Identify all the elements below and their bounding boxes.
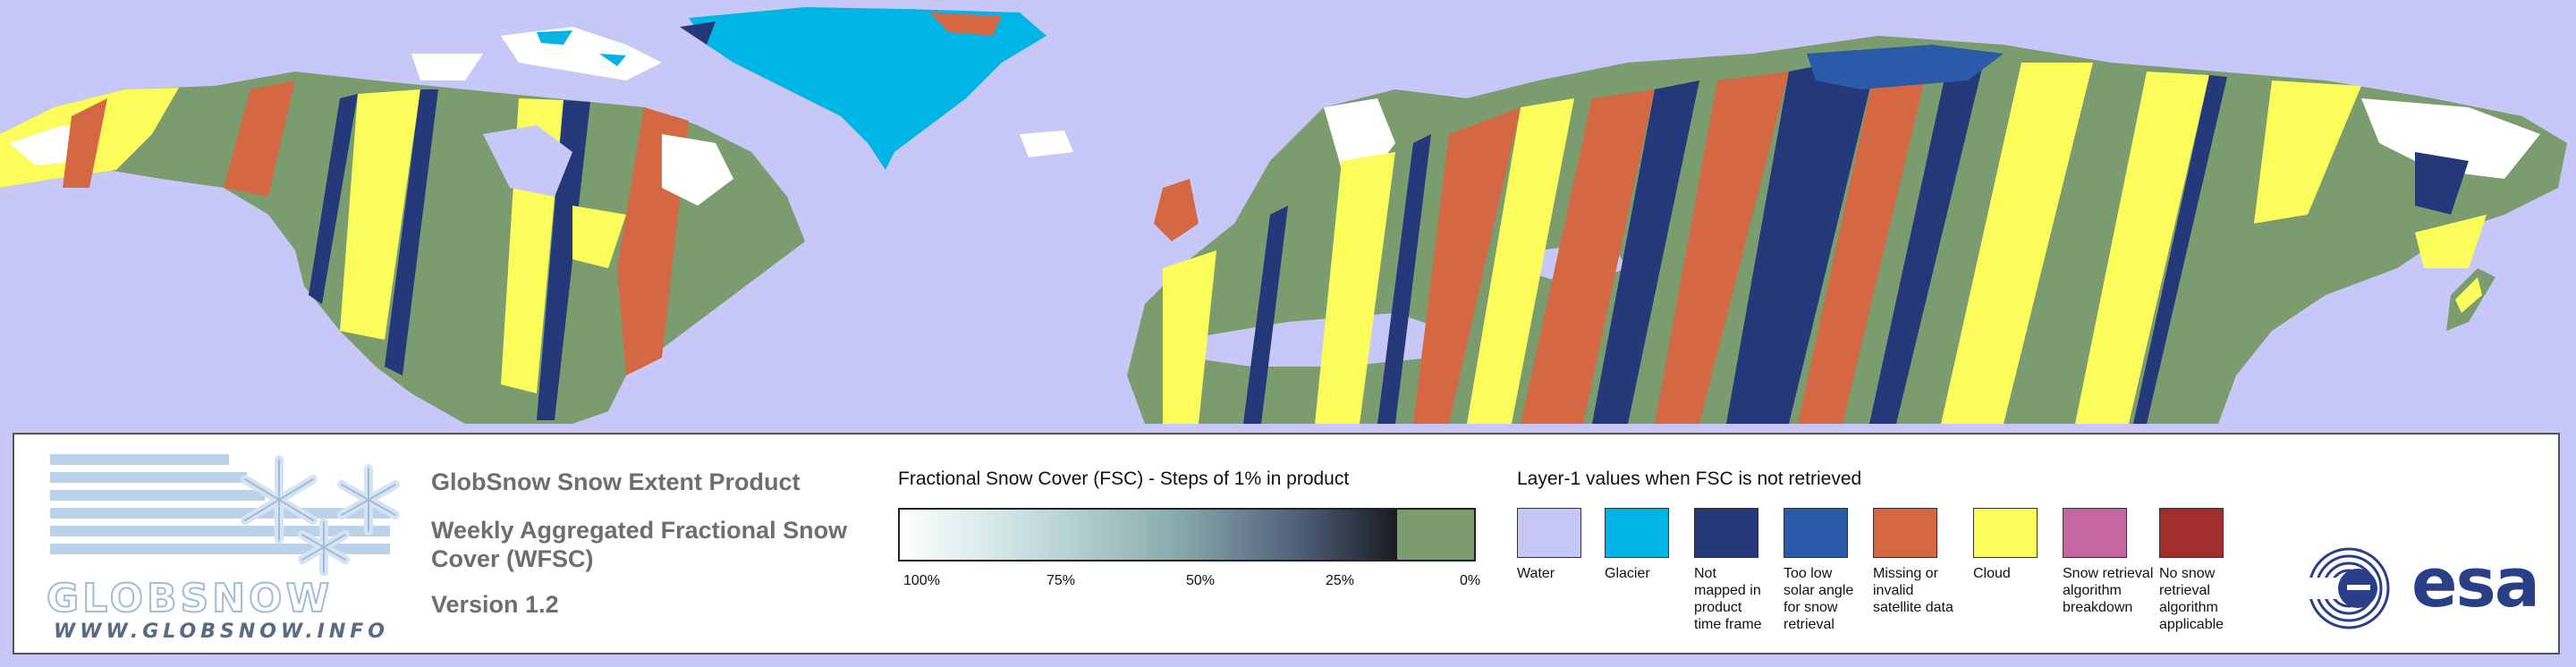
legend-item-no-retrieval: No snow retrieval algorithm applicable bbox=[2159, 508, 2258, 633]
greenland-notmapped-patch bbox=[680, 21, 716, 45]
legend-swatch bbox=[1517, 508, 1581, 558]
eu-swath-5 bbox=[1413, 107, 1521, 424]
greenland bbox=[689, 7, 1046, 170]
legend-swatch bbox=[1873, 508, 1937, 558]
uk bbox=[1154, 179, 1199, 241]
eu-swath-15 bbox=[2133, 75, 2227, 424]
iceland bbox=[1020, 131, 1073, 157]
na-swath-7 bbox=[537, 100, 590, 420]
legend-label: Water bbox=[1517, 566, 1555, 581]
logo-stripe bbox=[50, 454, 229, 465]
legend-item-glacier: Glacier bbox=[1605, 508, 1703, 582]
legend-swatch bbox=[2063, 508, 2127, 558]
fsc-legend-title: Fractional Snow Cover (FSC) - Steps of 1… bbox=[898, 469, 1350, 489]
esa-emblem-icon bbox=[2304, 547, 2390, 629]
snowflake-icon bbox=[241, 455, 400, 576]
siberia-snow bbox=[2361, 98, 2540, 179]
japan-cloud bbox=[2455, 277, 2482, 313]
legend-panel: GLOBSNOW WWW.GLOBSNOW.INFO GlobSnow Snow… bbox=[13, 433, 2560, 654]
na-swath-5 bbox=[385, 89, 438, 376]
fsc-tick-label: 75% bbox=[1046, 573, 1076, 588]
hudson-bay bbox=[483, 125, 572, 197]
legend-item-retrieval-breakdown: Snow retrieval algorithm breakdown bbox=[2063, 508, 2161, 616]
logo-stripe bbox=[50, 490, 265, 501]
logo-url: WWW.GLOBSNOW.INFO bbox=[54, 621, 390, 643]
logo-stripe bbox=[50, 472, 247, 483]
eu-swath-6 bbox=[1467, 98, 1574, 424]
product-version: Version 1.2 bbox=[431, 591, 559, 618]
eu-swath-13 bbox=[1941, 63, 2093, 424]
product-subtitle: Weekly Aggregated Fractional Snow Cover … bbox=[431, 517, 848, 572]
legend-label: Snow retrieval algorithm breakdown bbox=[2063, 566, 2154, 615]
eu-swath-9 bbox=[1655, 72, 1789, 424]
eu-notmapped-east bbox=[2415, 152, 2469, 215]
legend-label: No snow retrieval algorithm applicable bbox=[2159, 566, 2224, 632]
fsc-tick-label: 100% bbox=[903, 573, 940, 588]
mediterranean bbox=[1181, 313, 1449, 367]
legend-item-cloud: Cloud bbox=[1973, 508, 2072, 582]
legend-label: Glacier bbox=[1605, 566, 1650, 581]
logo-stripe bbox=[50, 544, 390, 554]
esa-logo: esa bbox=[2304, 545, 2546, 631]
na-cloud-great-lakes bbox=[572, 206, 626, 268]
eu-swath-4 bbox=[1377, 134, 1431, 424]
na-swath-3 bbox=[309, 94, 358, 304]
legend-label: Cloud bbox=[1973, 566, 2011, 581]
legend-swatch bbox=[1605, 508, 1669, 558]
eu-swath-11 bbox=[1798, 49, 1932, 424]
legend-label: Not mapped in product time frame bbox=[1694, 566, 1762, 632]
product-info: GlobSnow Snow Extent Product Weekly Aggr… bbox=[431, 469, 878, 619]
na-swath-1 bbox=[63, 98, 107, 188]
legend-swatch bbox=[1784, 508, 1848, 558]
esa-wordmark: esa bbox=[2411, 543, 2540, 622]
eu-cloud-east bbox=[2415, 215, 2487, 268]
globsnow-logo: GLOBSNOW WWW.GLOBSNOW.INFO bbox=[38, 442, 422, 647]
eu-swath-16 bbox=[2254, 80, 2361, 224]
eu-swath-8 bbox=[1592, 80, 1699, 424]
eu-swath-12 bbox=[1869, 54, 1986, 424]
fsc-tick-label: 0% bbox=[1460, 573, 1481, 588]
legend-label: Missing or invalid satellite data bbox=[1873, 566, 1953, 615]
legend-swatch bbox=[1973, 508, 2038, 558]
fsc-gradient-bar bbox=[898, 508, 1399, 561]
product-title: GlobSnow Snow Extent Product bbox=[431, 469, 801, 495]
eu-swath-3 bbox=[1315, 152, 1395, 424]
eu-swath-10 bbox=[1726, 54, 1878, 424]
layer1-legend-title: Layer-1 values when FSC is not retrieved bbox=[1517, 469, 1862, 489]
fsc-tick-label: 50% bbox=[1186, 573, 1216, 588]
na-snow-labrador bbox=[662, 134, 733, 206]
legend-swatch bbox=[1694, 508, 1758, 558]
legend-swatch bbox=[2159, 508, 2224, 558]
na-swath-2 bbox=[224, 80, 295, 197]
eu-swath-2 bbox=[1243, 206, 1288, 424]
legend-item-water: Water bbox=[1517, 508, 1615, 582]
legend-item-missing-data: Missing or invalid satellite data bbox=[1873, 508, 1971, 616]
eu-swath-14 bbox=[2075, 72, 2209, 424]
fsc-zero-swatch bbox=[1397, 508, 1476, 561]
eu-swath-7 bbox=[1521, 89, 1655, 424]
layer1-legend: Layer-1 values when FSC is not retrieved… bbox=[1517, 469, 2250, 647]
greenland-missing-patch bbox=[930, 13, 1002, 36]
fsc-legend: Fractional Snow Cover (FSC) - Steps of 1… bbox=[898, 469, 1488, 603]
snow-cover-map bbox=[0, 7, 2567, 424]
fsc-tick-label: 25% bbox=[1326, 573, 1355, 588]
eu-low-solar bbox=[1807, 45, 2004, 89]
na-swath-4 bbox=[340, 89, 420, 340]
arctic-glacier bbox=[537, 30, 626, 66]
eu-swath-1 bbox=[1163, 250, 1216, 424]
logo-wordmark: GLOBSNOW bbox=[46, 575, 333, 622]
legend-item-not-mapped: Not mapped in product time frame bbox=[1694, 508, 1792, 633]
legend-label: Too low solar angle for snow retrieval bbox=[1784, 566, 1854, 632]
legend-item-low-solar-angle: Too low solar angle for snow retrieval bbox=[1784, 508, 1882, 633]
arctic-islands bbox=[411, 27, 662, 80]
